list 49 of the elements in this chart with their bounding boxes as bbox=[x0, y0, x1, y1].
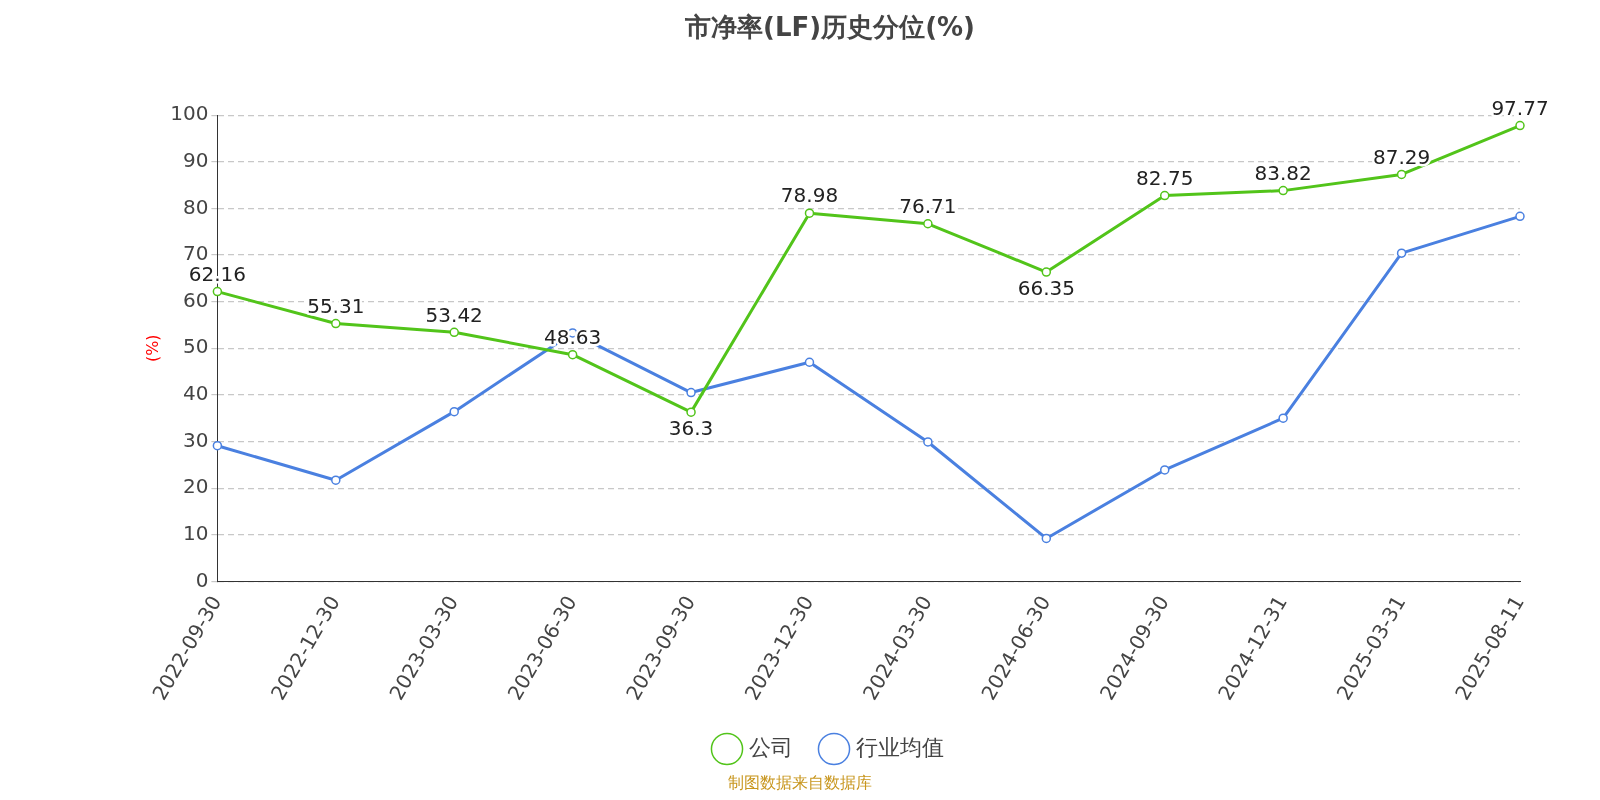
point bbox=[1041, 533, 1052, 544]
point bbox=[212, 440, 223, 451]
point bbox=[331, 475, 341, 485]
point bbox=[923, 437, 933, 447]
point bbox=[804, 357, 815, 368]
data-label: 87.29 bbox=[1372, 144, 1431, 169]
point bbox=[1278, 185, 1288, 196]
point bbox=[449, 406, 459, 417]
point bbox=[804, 208, 815, 218]
point bbox=[1515, 120, 1525, 131]
point bbox=[1515, 211, 1525, 222]
point bbox=[567, 349, 578, 360]
point bbox=[686, 407, 696, 417]
y-tick-label: 70 bbox=[182, 241, 209, 266]
y-tick-label: 90 bbox=[182, 148, 209, 173]
point bbox=[1396, 169, 1407, 180]
y-tick-label: 60 bbox=[182, 287, 209, 312]
y-tick-label: 100 bbox=[170, 101, 209, 126]
y-tick-label: 20 bbox=[182, 474, 209, 499]
point bbox=[1278, 413, 1288, 423]
legend-label: 公司 bbox=[749, 734, 793, 760]
point bbox=[686, 387, 696, 398]
point bbox=[449, 327, 459, 338]
y-tick-label: 40 bbox=[182, 381, 209, 406]
data-label: 76.71 bbox=[899, 193, 957, 218]
data-label: 53.42 bbox=[425, 302, 483, 327]
legend-label: 行业均值 bbox=[856, 734, 944, 760]
point bbox=[1159, 190, 1170, 201]
data-label: 36.3 bbox=[668, 416, 714, 441]
point bbox=[1159, 465, 1170, 475]
y-tick-label: 80 bbox=[182, 194, 209, 219]
point bbox=[212, 286, 223, 297]
y-tick-label: 30 bbox=[182, 427, 209, 452]
y-tick-label: 50 bbox=[182, 334, 209, 359]
point bbox=[1041, 267, 1052, 277]
data-label: 66.35 bbox=[1017, 276, 1075, 301]
y-tick-label: 0 bbox=[195, 567, 209, 592]
y-axis-title: (%) bbox=[142, 334, 162, 363]
chart-title: 市净率(LF)历史分位(%) bbox=[684, 12, 975, 43]
data-label: 78.98 bbox=[780, 183, 839, 208]
data-label: 97.77 bbox=[1491, 95, 1549, 120]
point bbox=[923, 219, 933, 229]
text: 制图数据来自数据库 bbox=[727, 773, 873, 794]
point bbox=[331, 318, 341, 329]
data-label: 82.75 bbox=[1136, 165, 1194, 190]
data-label: 55.31 bbox=[307, 293, 365, 318]
y-tick-label: 10 bbox=[182, 520, 209, 545]
data-label: 83.82 bbox=[1254, 160, 1312, 185]
point bbox=[1396, 248, 1407, 258]
